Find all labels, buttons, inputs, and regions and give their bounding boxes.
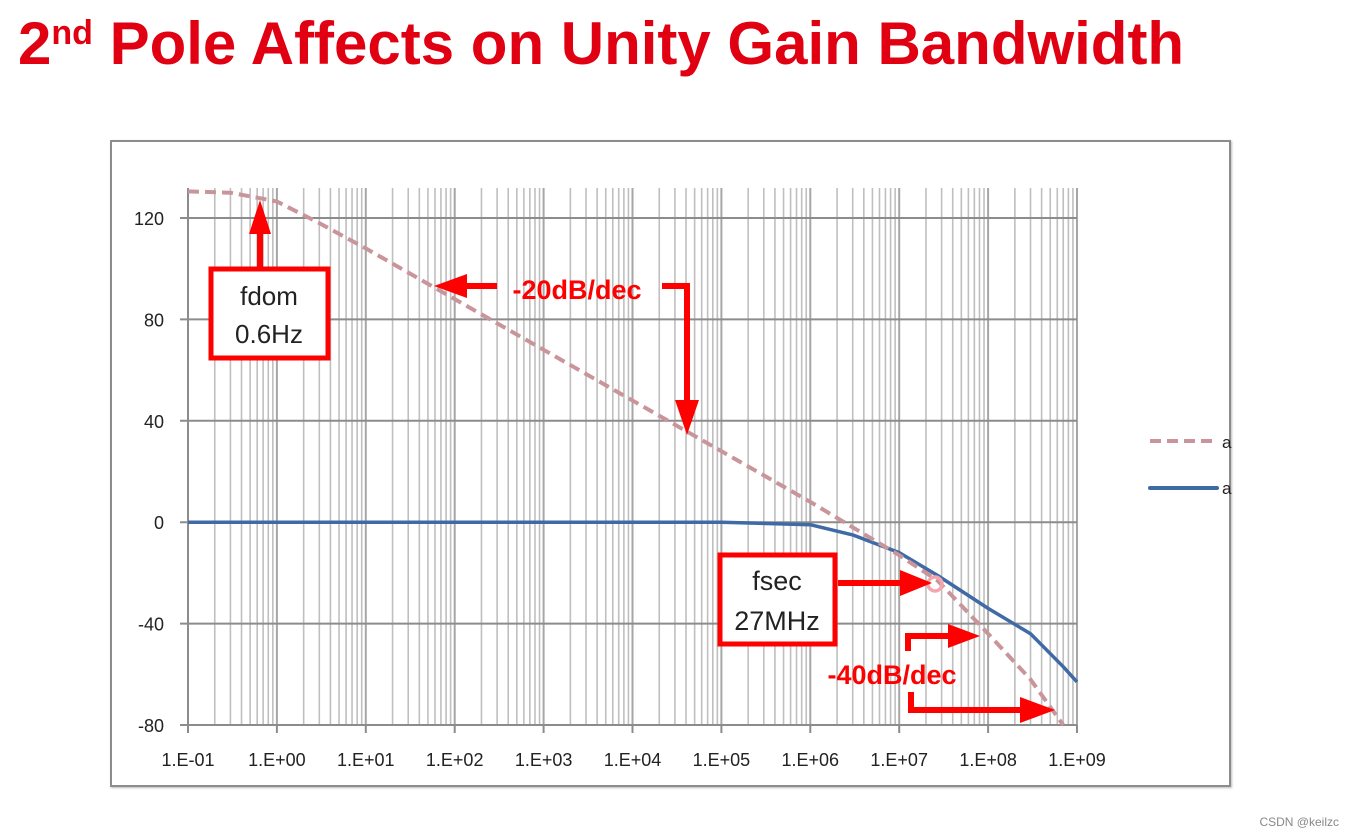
title-prefix: 2 [18,10,52,77]
fsec-annotation: fsec 27MHz [717,552,932,647]
watermark: CSDN @keilzc [1259,815,1339,829]
axes [180,188,1078,733]
legend-label-open-loop: a [1222,433,1232,452]
x-tick-label: 1.E+05 [693,750,751,770]
tick-labels: 120 80 40 0 -40 -80 1.E-01 1.E+00 1.E+01 1.E+02 1.… [134,209,1106,770]
slope-40-annotation: -40dB/dec [827,624,1055,723]
x-tick-label: 1.E+01 [337,750,395,770]
fdom-value: 0.6Hz [235,319,303,349]
x-tick-label: 1.E+00 [248,750,306,770]
x-tick-label: 1.E+09 [1048,750,1106,770]
slope-20-annotation: -20dB/dec [434,274,699,435]
arrow-right-icon [948,624,980,648]
y-tick-label: -80 [138,716,164,736]
y-tick-label: 0 [154,513,164,533]
x-tick-label: 1.E+06 [782,750,840,770]
x-tick-label: 1.E+03 [515,750,573,770]
x-tick-label: 1.E+04 [604,750,662,770]
title-text: Pole Affects on Unity Gain Bandwidth [92,10,1185,77]
y-tick-label: 120 [134,209,164,229]
slope-40-label: -40dB/dec [827,660,956,690]
arrow-right-icon [1020,697,1055,723]
closed-loop-line [188,520,1079,684]
fdom-label: fdom [240,281,298,311]
chart-frame [110,140,1231,787]
arrow-up-icon [249,200,271,234]
y-tick-label: 40 [144,412,164,432]
x-tick-label: 1.E+08 [959,750,1017,770]
arrow-right-icon [900,570,932,596]
x-tick-label: 1.E+02 [426,750,484,770]
fsec-value: 27MHz [734,606,820,636]
slope-20-label: -20dB/dec [512,275,641,305]
page-title: 2nd Pole Affects on Unity Gain Bandwidth [18,14,1184,74]
x-tick-label: 1.E+07 [870,750,928,770]
y-tick-label: 80 [144,310,164,330]
y-tick-label: -40 [138,615,164,635]
fdom-annotation: fdom 0.6Hz [208,200,331,361]
fsec-label: fsec [752,566,802,596]
legend-label-closed-loop: a [1222,479,1232,498]
arrow-down-icon [675,400,699,435]
arrow-left-icon [434,274,467,298]
open-loop-line [187,189,1065,727]
legend: a a [1148,433,1232,498]
title-superscript: nd [51,14,93,52]
x-tick-label: 1.E-01 [161,750,214,770]
